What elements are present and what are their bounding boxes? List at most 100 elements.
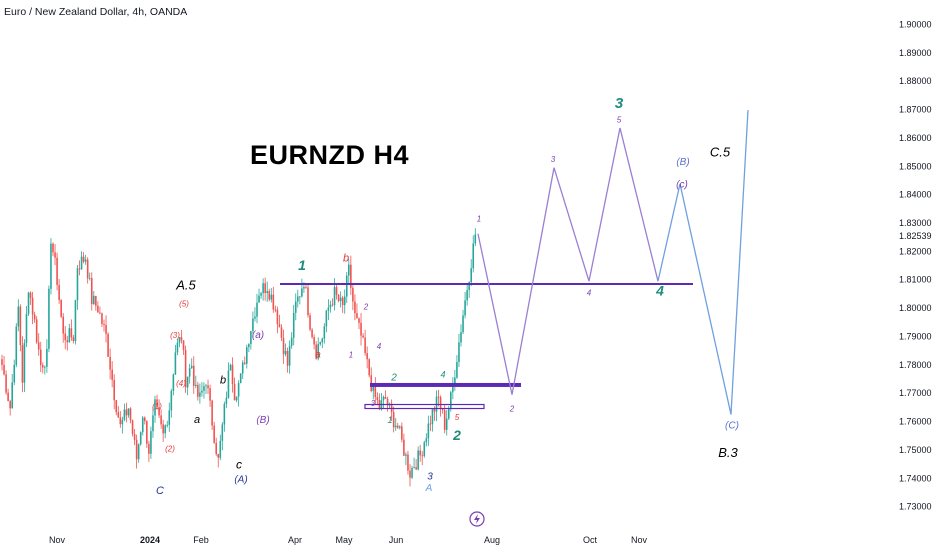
- candle-body: [176, 342, 179, 353]
- candle-body: [348, 264, 350, 276]
- candle-body: [390, 403, 393, 413]
- candle-body: [274, 309, 277, 311]
- wave-label: b: [220, 374, 226, 386]
- wave-label: 2: [363, 303, 369, 312]
- candle-body: [331, 304, 334, 306]
- candle-body: [450, 392, 452, 409]
- wave-label: 5: [617, 115, 622, 124]
- candle-body: [166, 424, 169, 426]
- candle-body: [307, 287, 309, 316]
- candle-body: [425, 438, 428, 443]
- candle-body: [156, 399, 158, 408]
- candle-body: [64, 333, 67, 341]
- x-tick-label: Apr: [288, 535, 302, 545]
- y-tick-label: 1.90000: [899, 20, 932, 30]
- y-tick-label: 1.76000: [899, 417, 932, 427]
- candle-body: [125, 409, 128, 416]
- wave-label: (2): [165, 444, 175, 453]
- candle-body: [209, 388, 211, 401]
- y-tick-label: 1.78000: [899, 360, 932, 370]
- candle-body: [50, 243, 52, 289]
- candle-body: [264, 283, 266, 294]
- candle-body: [364, 337, 366, 354]
- wave-label: 1: [477, 215, 481, 224]
- candle-body: [229, 364, 232, 371]
- candle-body: [48, 288, 50, 349]
- candle-body: [237, 383, 240, 397]
- candle-body: [188, 368, 191, 377]
- candle-body: [135, 439, 138, 460]
- y-tick-label: 1.75000: [899, 445, 932, 455]
- candle-body: [423, 442, 426, 456]
- wave-label: c: [236, 457, 242, 471]
- candle-body: [248, 344, 250, 348]
- wave-label: 3: [551, 155, 556, 164]
- candle-body: [329, 304, 332, 308]
- candle-body: [223, 403, 226, 425]
- candle-body: [90, 278, 93, 305]
- candle-body: [354, 301, 356, 314]
- candle-body: [445, 418, 448, 430]
- candle-body: [372, 385, 375, 391]
- candle-body: [158, 407, 160, 416]
- candle-body: [52, 243, 54, 253]
- candle-body: [111, 369, 113, 380]
- candle-body: [317, 344, 319, 359]
- wave-label: 4: [655, 282, 664, 298]
- candle-body: [441, 409, 444, 411]
- candle-body: [341, 297, 344, 306]
- candle-body: [352, 287, 354, 302]
- x-tick-label: Nov: [49, 535, 66, 545]
- candle-body: [127, 408, 130, 416]
- candle-body: [468, 282, 470, 291]
- candle-body: [239, 373, 242, 384]
- candle-body: [190, 365, 193, 369]
- candle-body: [299, 296, 301, 298]
- candle-body: [407, 454, 409, 471]
- candle-body: [221, 424, 224, 441]
- candle-body: [305, 286, 307, 288]
- candle-body: [413, 467, 415, 469]
- candle-body: [392, 412, 395, 428]
- candle-body: [70, 328, 73, 338]
- candle-body: [144, 417, 146, 422]
- candle-body: [78, 268, 81, 270]
- candle-body: [260, 293, 262, 296]
- candle-body: [152, 415, 154, 432]
- x-tick-label: May: [335, 535, 353, 545]
- candle-body: [164, 425, 166, 434]
- wave-label: 4: [377, 342, 382, 351]
- candle-body: [262, 283, 264, 294]
- candle-body: [243, 362, 246, 364]
- y-tick-label: 1.89000: [899, 48, 932, 58]
- wave-label: (5): [179, 300, 189, 309]
- candle-body: [366, 353, 368, 360]
- candle-body: [137, 444, 140, 460]
- y-tick-label: 1.80000: [899, 303, 932, 313]
- candle-body: [272, 294, 275, 310]
- candle-body: [439, 397, 442, 410]
- candle-body: [42, 365, 44, 368]
- candle-body: [11, 382, 13, 409]
- candle-body: [325, 310, 328, 327]
- wave-label: 4: [440, 370, 445, 380]
- y-tick-label: 1.74000: [899, 473, 932, 483]
- x-tick-label: Jun: [389, 535, 404, 545]
- candle-body: [141, 417, 144, 433]
- candle-body: [252, 318, 254, 332]
- candle-body: [405, 454, 407, 456]
- candle-body: [288, 345, 291, 366]
- support-zone-line: [370, 382, 521, 387]
- candle-body: [1, 359, 3, 365]
- candle-body: [199, 392, 201, 397]
- candle-body: [319, 342, 322, 345]
- candle-body: [27, 292, 30, 314]
- candle-body: [462, 315, 464, 333]
- candle-body: [472, 243, 475, 269]
- candle-body: [195, 384, 197, 386]
- candle-body: [431, 408, 434, 425]
- candle-body: [186, 376, 189, 388]
- candle-body: [382, 396, 385, 401]
- candle-body: [84, 259, 87, 262]
